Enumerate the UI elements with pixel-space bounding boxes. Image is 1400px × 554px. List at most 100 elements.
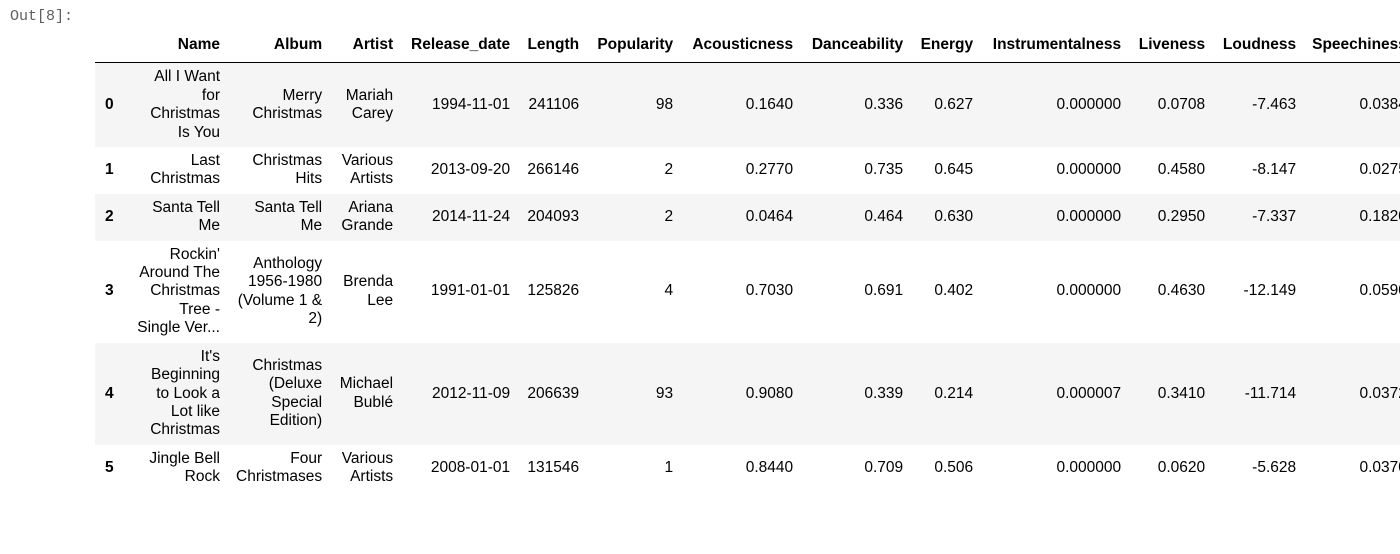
- table-row: 5 Jingle Bell Rock Four Christmases Vari…: [95, 444, 1400, 492]
- cell-liveness: 0.0708: [1157, 96, 1206, 114]
- cell-release-date: 2008-01-01: [430, 458, 511, 476]
- cell-popularity: 98: [655, 96, 674, 114]
- cell-acousticness: 0.7030: [745, 282, 794, 300]
- cell-length: 241106: [528, 96, 580, 114]
- cell-artist: Brenda Lee: [343, 273, 394, 309]
- cell-energy: 0.630: [934, 208, 974, 226]
- cell-length: 206639: [527, 384, 580, 402]
- column-header-popularity: Popularity: [587, 28, 682, 64]
- cell-speechiness: 0.0372: [1359, 384, 1400, 402]
- cell-album: Anthology 1956-1980 (Volume 1 & 2): [237, 254, 323, 328]
- column-header-length: Length: [518, 28, 588, 64]
- cell-artist: Various Artists: [341, 449, 394, 486]
- cell-loudness: -8.147: [1252, 161, 1297, 179]
- cell-release-date: 2012-11-09: [431, 384, 511, 402]
- cell-popularity: 4: [664, 282, 674, 300]
- cell-speechiness: 0.0384: [1359, 96, 1400, 114]
- cell-name: It's Beginning to Look a Lot like Christ…: [150, 347, 220, 439]
- cell-acousticness: 0.8440: [745, 458, 794, 476]
- cell-speechiness: 0.0370: [1359, 458, 1400, 476]
- cell-acousticness: 0.1640: [745, 96, 794, 114]
- cell-danceability: 0.464: [864, 208, 904, 226]
- table-row: 0 All I Want for Christmas Is You Merry …: [95, 62, 1400, 148]
- row-index: 5: [105, 458, 114, 476]
- cell-acousticness: 0.9080: [745, 384, 794, 402]
- cell-liveness: 0.0620: [1157, 458, 1206, 476]
- cell-danceability: 0.735: [864, 161, 904, 179]
- cell-instrumentalness: 0.000000: [1056, 161, 1122, 179]
- cell-artist: Mariah Carey: [345, 86, 394, 123]
- cell-album: Christmas Hits: [252, 152, 323, 188]
- cell-album: Santa Tell Me: [254, 198, 323, 235]
- cell-speechiness: 0.1820: [1359, 208, 1400, 226]
- cell-popularity: 93: [655, 384, 674, 402]
- cell-length: 204093: [527, 208, 580, 226]
- cell-liveness: 0.3410: [1157, 384, 1206, 402]
- dataframe-output: Name Album Artist Release_date Length Po…: [95, 28, 1400, 492]
- cell-speechiness: 0.0590: [1359, 282, 1400, 300]
- cell-name: Rockin' Around The Christmas Tree - Sing…: [137, 245, 220, 337]
- cell-release-date: 1991-01-01: [430, 282, 511, 300]
- cell-name: All I Want for Christmas Is You: [150, 68, 220, 141]
- index-header: [95, 28, 128, 64]
- cell-popularity: 2: [664, 208, 674, 226]
- row-index: 2: [105, 208, 114, 226]
- cell-danceability: 0.336: [864, 96, 904, 114]
- cell-liveness: 0.4630: [1157, 282, 1206, 300]
- header-row: Name Album Artist Release_date Length Po…: [95, 28, 1400, 64]
- row-index: 4: [105, 384, 114, 402]
- column-header-artist: Artist: [330, 28, 402, 64]
- cell-release-date: 2013-09-20: [430, 161, 511, 179]
- cell-danceability: 0.339: [864, 384, 904, 402]
- cell-album: Christmas (Deluxe Special Edition): [252, 356, 323, 430]
- cell-name: Jingle Bell Rock: [149, 449, 220, 486]
- cell-loudness: -5.628: [1252, 458, 1297, 476]
- cell-instrumentalness: 0.000007: [1056, 384, 1122, 402]
- column-header-loudness: Loudness: [1213, 28, 1305, 64]
- row-index: 1: [105, 161, 114, 179]
- cell-length: 125826: [527, 282, 580, 300]
- table-row: 1 Last Christmas Christmas Hits Various …: [95, 147, 1400, 194]
- dataframe-table: Name Album Artist Release_date Length Po…: [95, 28, 1400, 492]
- cell-loudness: -7.337: [1252, 208, 1297, 226]
- cell-danceability: 0.691: [864, 282, 904, 300]
- cell-length: 266146: [527, 161, 580, 179]
- cell-artist: Michael Bublé: [339, 375, 394, 411]
- cell-acousticness: 0.0464: [745, 208, 794, 226]
- cell-album: Merry Christmas: [252, 86, 323, 123]
- column-header-instrumentalness: Instrumentalness: [981, 28, 1130, 64]
- cell-name: Last Christmas: [150, 152, 220, 188]
- table-row: 3 Rockin' Around The Christmas Tree - Si…: [95, 240, 1400, 343]
- row-index: 3: [105, 282, 114, 300]
- cell-loudness: -12.149: [1243, 282, 1297, 300]
- cell-artist: Various Artists: [341, 152, 394, 188]
- column-header-speechiness: Speechiness: [1304, 28, 1400, 64]
- cell-instrumentalness: 0.000000: [1056, 208, 1122, 226]
- cell-release-date: 1994-11-01: [431, 96, 511, 114]
- cell-name: Santa Tell Me: [152, 198, 220, 235]
- cell-artist: Ariana Grande: [341, 198, 394, 235]
- cell-energy: 0.506: [934, 458, 974, 476]
- cell-acousticness: 0.2770: [745, 161, 794, 179]
- column-header-danceability: Danceability: [801, 28, 912, 64]
- cell-speechiness: 0.0275: [1359, 161, 1400, 179]
- column-header-album: Album: [228, 28, 331, 64]
- column-header-energy: Energy: [911, 28, 982, 64]
- column-header-name: Name: [128, 28, 228, 64]
- cell-loudness: -7.463: [1252, 96, 1297, 114]
- cell-instrumentalness: 0.000000: [1056, 96, 1122, 114]
- cell-liveness: 0.2950: [1157, 208, 1206, 226]
- table-row: 2 Santa Tell Me Santa Tell Me Ariana Gra…: [95, 193, 1400, 241]
- cell-energy: 0.627: [934, 96, 974, 114]
- cell-energy: 0.645: [934, 161, 974, 179]
- cell-danceability: 0.709: [864, 458, 904, 476]
- cell-release-date: 2014-11-24: [431, 208, 511, 226]
- cell-loudness: -11.714: [1244, 384, 1297, 402]
- cell-liveness: 0.4580: [1157, 161, 1206, 179]
- cell-popularity: 1: [664, 458, 674, 476]
- column-header-liveness: Liveness: [1129, 28, 1214, 64]
- cell-popularity: 2: [664, 161, 674, 179]
- column-header-acousticness: Acousticness: [681, 28, 802, 64]
- row-index: 0: [105, 96, 114, 114]
- output-prompt: Out[8]:: [10, 8, 74, 25]
